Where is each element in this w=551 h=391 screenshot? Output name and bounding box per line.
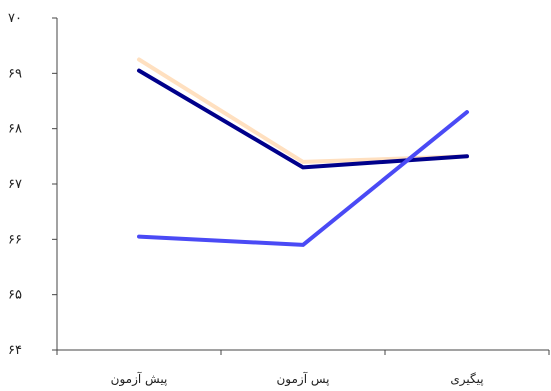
y-tick-label: ۶۶: [8, 232, 22, 247]
y-tick-label: ۶۵: [8, 288, 22, 303]
x-axis-ticks: پیش آزمون پس آزمون پیگیری: [56, 350, 550, 387]
series-line-1: [137, 57, 469, 164]
x-category-label: پیش آزمون: [111, 371, 168, 387]
y-tick-label: ۶۷: [8, 177, 22, 192]
series-line-3: [137, 110, 469, 247]
series-layer: [137, 57, 469, 247]
x-category-label: پس آزمون: [276, 371, 329, 387]
y-tick-label: ۶۹: [8, 66, 22, 81]
series-line-2: [137, 68, 469, 170]
y-axis-ticks: ۶۴ ۶۵ ۶۶ ۶۷ ۶۸ ۶۹ ۷۰: [8, 11, 57, 358]
y-tick-label: ۷۰: [8, 11, 22, 26]
chart-axes: [56, 18, 549, 351]
x-category-label: پیگیری: [450, 372, 483, 387]
y-tick-label: ۶۴: [8, 343, 22, 358]
y-tick-label: ۶۸: [8, 122, 22, 137]
